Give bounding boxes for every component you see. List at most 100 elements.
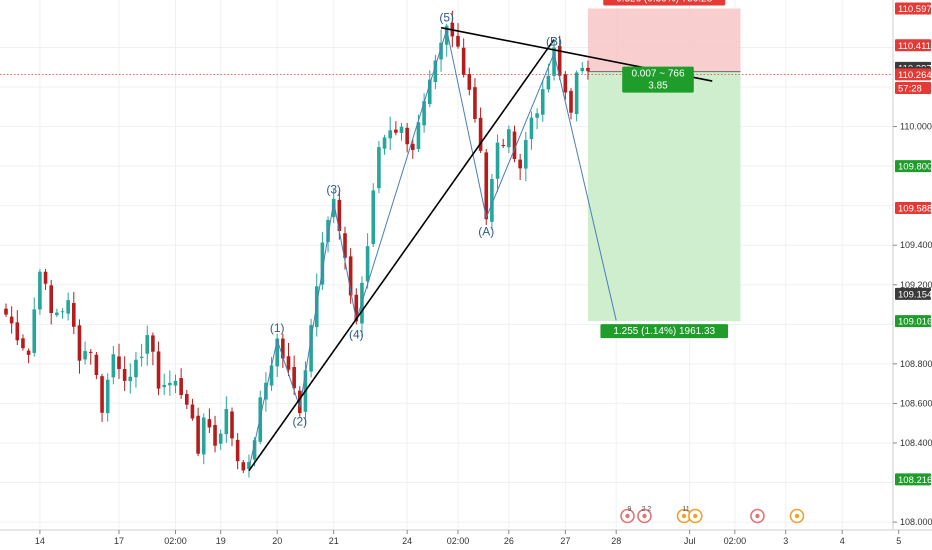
candle [490, 173, 494, 230]
candle [168, 370, 172, 396]
candle-body [569, 90, 573, 113]
candle-body [444, 25, 449, 45]
candle [32, 297, 37, 357]
wave-label: (A) [478, 225, 494, 239]
x-tick-label: 19 [216, 536, 226, 546]
candle-body [365, 246, 370, 282]
candle [173, 374, 178, 394]
y-tick-label: 109.400 [900, 240, 932, 250]
candle [105, 373, 110, 422]
candle-body [574, 72, 579, 115]
candle [151, 332, 155, 366]
price-badge: 110.264 [895, 68, 932, 81]
x-tick-label: 14 [35, 536, 45, 546]
price-badge-text: 109.016 [898, 317, 932, 328]
candle-body [507, 129, 511, 148]
candle [38, 269, 42, 315]
event-count: 2 2 [642, 506, 652, 513]
candle [185, 390, 189, 410]
candle-body [111, 354, 116, 378]
candle [365, 233, 370, 289]
y-tick-label: 108.800 [900, 359, 932, 369]
candle [190, 398, 195, 421]
candle-body [484, 152, 489, 220]
candle-body [490, 178, 494, 222]
price-badge-bg [895, 39, 931, 52]
candle-body [173, 380, 178, 386]
stop-info-label: 0.326 (0.30%) 750.28 [603, 0, 726, 6]
event-marker [789, 508, 805, 524]
candle-body [269, 365, 274, 386]
candle-body [467, 73, 472, 90]
candle [518, 153, 522, 181]
candle-body [388, 130, 392, 139]
candle-body [512, 131, 517, 160]
candle [111, 345, 116, 385]
candle [552, 40, 556, 81]
candle-body [529, 117, 534, 140]
candle [399, 122, 404, 141]
wave-label: (4) [349, 327, 364, 341]
candle-body [552, 47, 556, 76]
event-marker [750, 508, 765, 524]
candle-body [224, 409, 229, 435]
candle-body [32, 309, 37, 353]
entry-info-label-text: 3.85 [648, 81, 668, 92]
price-badge-bg [895, 315, 931, 328]
candle-body [427, 79, 432, 105]
candle-body [230, 411, 234, 439]
candle-body [190, 404, 195, 419]
candle [557, 35, 562, 81]
price-badge: 110.411 [895, 39, 931, 52]
candle [473, 78, 477, 123]
event-marker: 2 2 [637, 506, 652, 524]
candle-body [162, 384, 166, 388]
candle [241, 459, 246, 474]
candle-body [252, 440, 257, 460]
candle [422, 93, 426, 133]
price-badge: 109.016 [895, 315, 932, 328]
candle [100, 373, 104, 422]
target-info-label: 1.255 (1.14%) 1961.33 [600, 324, 729, 339]
candle-body [168, 382, 172, 386]
event-dot [693, 513, 698, 519]
price-badge: 108.216 [895, 473, 932, 486]
candle [77, 319, 82, 374]
candle [495, 134, 500, 192]
candle [235, 433, 240, 470]
candle [94, 351, 99, 380]
y-tick-label: 108.600 [900, 398, 932, 408]
candle [586, 60, 590, 80]
candle-body [478, 117, 483, 151]
candle [467, 67, 472, 96]
candle [535, 108, 539, 130]
candle-body [292, 367, 296, 389]
candle-body [21, 338, 25, 349]
candle [83, 341, 87, 365]
candle-body [4, 308, 8, 315]
candle [427, 70, 432, 108]
candle [201, 413, 206, 465]
price-badge-text: 110.597 [898, 4, 932, 15]
candle-body [117, 356, 121, 370]
x-tick-label: 20 [272, 536, 282, 546]
y-tick-label: 110.000 [900, 122, 932, 132]
candle [72, 292, 76, 335]
candle [512, 125, 517, 163]
candle [60, 308, 65, 319]
event-count: 9 [628, 506, 632, 513]
candle-body [298, 390, 302, 414]
event-count: 11 [682, 506, 689, 513]
candle-body [218, 433, 223, 444]
candle-body [145, 335, 150, 354]
candle-body [540, 89, 545, 115]
candle-body [326, 219, 330, 242]
event-dot [642, 513, 647, 519]
stop-info-label-text: 0.326 (0.30%) 750.28 [616, 0, 713, 5]
take-profit-zone [587, 71, 741, 322]
candle-body [411, 143, 415, 150]
price-badge: 109.154 [895, 287, 932, 300]
candle-body [235, 439, 240, 462]
